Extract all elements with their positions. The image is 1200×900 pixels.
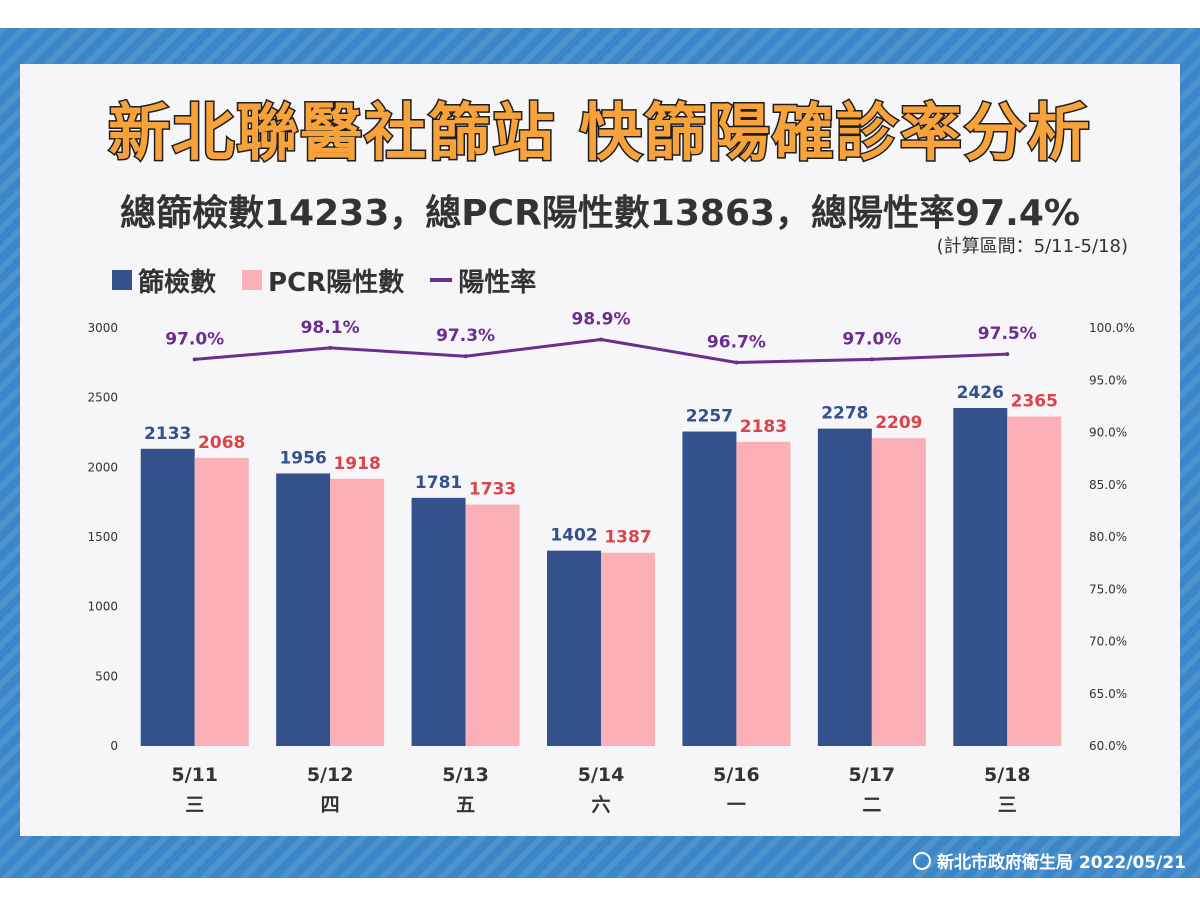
data-label-screened: 1402 — [550, 526, 597, 546]
bar-screened — [817, 428, 872, 746]
bar-screened — [547, 550, 601, 746]
y2-tick-label: 85.0% — [1089, 478, 1127, 492]
data-label-pcr: 2183 — [740, 417, 787, 437]
data-label-screened: 1781 — [415, 473, 462, 493]
x-weekday-label: 一 — [727, 794, 746, 816]
y-tick-label: 0 — [110, 739, 118, 753]
legend-label-pcr: PCR陽性數 — [268, 267, 405, 298]
rate-point — [869, 357, 874, 362]
x-tick-label: 5/17 — [849, 764, 896, 786]
bar-screened — [276, 473, 331, 746]
health-bureau-logo-icon — [913, 851, 932, 870]
footer-text: 新北市政府衛生局 2022/05/21 — [937, 853, 1186, 873]
x-tick-label: 5/12 — [307, 764, 354, 786]
rate-point — [1005, 352, 1010, 357]
y2-tick-label: 60.0% — [1089, 739, 1127, 753]
bar-screened — [411, 497, 466, 746]
bar-pcr — [736, 441, 791, 746]
x-weekday-label: 三 — [185, 794, 204, 816]
y2-tick-label: 80.0% — [1089, 530, 1127, 544]
legend-item-screened: 篩檢數 — [112, 262, 216, 299]
rate-point — [192, 357, 197, 362]
bar-screened — [953, 407, 1008, 746]
rate-point — [328, 345, 333, 350]
data-label-rate: 97.3% — [436, 326, 495, 346]
data-label-screened: 2257 — [686, 407, 733, 427]
data-label-pcr: 1918 — [333, 454, 380, 474]
legend-swatch-screened — [112, 270, 132, 290]
y2-tick-label: 75.0% — [1089, 582, 1127, 596]
x-weekday-label: 三 — [998, 794, 1017, 816]
y2-tick-label: 95.0% — [1089, 373, 1127, 387]
y-tick-label: 3000 — [87, 321, 118, 335]
y2-tick-label: 100.0% — [1089, 321, 1135, 335]
legend-label-rate: 陽性率 — [458, 267, 537, 298]
y2-tick-label: 70.0% — [1089, 635, 1127, 649]
data-label-screened: 2426 — [957, 383, 1004, 403]
y-tick-label: 1000 — [87, 600, 118, 614]
data-label-screened: 1956 — [279, 448, 326, 468]
data-label-screened: 2278 — [821, 404, 868, 424]
bar-screened — [682, 431, 737, 746]
legend-swatch-rate — [430, 278, 453, 282]
x-tick-label: 5/16 — [713, 764, 760, 786]
y-tick-label: 1500 — [87, 530, 118, 544]
x-tick-label: 5/14 — [578, 764, 625, 786]
data-label-rate: 96.7% — [707, 332, 766, 352]
bar-pcr — [465, 504, 520, 746]
rate-point — [463, 354, 468, 359]
x-weekday-label: 五 — [456, 794, 475, 816]
data-label-pcr: 1387 — [604, 528, 651, 548]
bar-pcr — [194, 457, 249, 746]
x-weekday-label: 二 — [862, 794, 881, 816]
data-label-rate: 97.5% — [978, 324, 1037, 344]
data-label-pcr: 2209 — [875, 413, 922, 433]
rate-point — [734, 360, 739, 365]
legend-item-rate: 陽性率 — [430, 262, 536, 299]
page-title: 新北聯醫社篩站 快篩陽確診率分析 — [107, 95, 1092, 171]
data-label-rate: 97.0% — [165, 329, 224, 349]
legend-item-pcr: PCR陽性數 — [242, 262, 404, 299]
x-weekday-label: 四 — [321, 794, 340, 816]
bar-pcr — [1007, 416, 1062, 746]
y-tick-label: 500 — [95, 669, 118, 683]
y2-tick-label: 65.0% — [1089, 687, 1127, 701]
data-label-rate: 97.0% — [842, 329, 901, 349]
y-tick-label: 2500 — [87, 391, 118, 405]
chart-legend: 篩檢數 PCR陽性數 陽性率 — [112, 262, 536, 299]
data-label-rate: 98.9% — [572, 309, 631, 329]
rate-point — [599, 337, 603, 342]
data-label-rate: 98.1% — [301, 318, 360, 338]
x-weekday-label: 六 — [591, 793, 610, 816]
legend-label-screened: 篩檢數 — [138, 267, 217, 298]
data-label-pcr: 2068 — [198, 433, 245, 453]
x-tick-label: 5/13 — [442, 764, 489, 786]
legend-swatch-pcr — [242, 270, 263, 290]
data-label-pcr: 1733 — [469, 480, 516, 500]
footer-credit: 新北市政府衛生局 2022/05/21 — [913, 848, 1186, 873]
data-label-pcr: 2365 — [1011, 391, 1058, 411]
x-tick-label: 5/18 — [984, 764, 1031, 786]
date-range-note: (計算區間：5/11-5/18) — [936, 236, 1128, 257]
summary-subtitle: 總篩檢數14233，總PCR陽性數13863，總陽性率97.4% — [120, 193, 1080, 234]
x-tick-label: 5/11 — [171, 764, 218, 786]
y-tick-label: 2000 — [87, 460, 118, 474]
data-label-screened: 2133 — [144, 424, 191, 444]
bar-screened — [140, 448, 195, 746]
bar-pcr — [871, 438, 926, 746]
bar-pcr — [601, 552, 655, 746]
y2-tick-label: 90.0% — [1089, 426, 1127, 440]
bar-pcr — [330, 478, 385, 746]
